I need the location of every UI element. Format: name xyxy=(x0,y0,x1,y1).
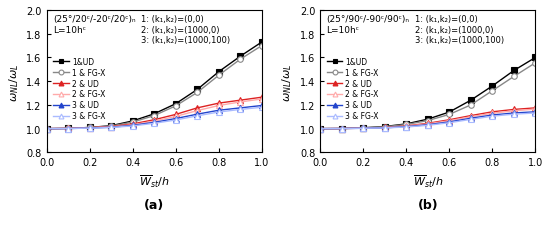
1&UD xyxy=(425,118,431,121)
2 & FG-X xyxy=(151,120,157,123)
1 & FG-X xyxy=(237,59,244,61)
3 & FG-X xyxy=(489,115,496,118)
2 & FG-X xyxy=(382,127,388,129)
3 & FG-X xyxy=(86,127,93,130)
Text: (b): (b) xyxy=(417,198,438,211)
3 & FG-X xyxy=(510,113,517,116)
1 & FG-X xyxy=(258,45,265,48)
1 & FG-X xyxy=(403,124,410,126)
2 & FG-X xyxy=(360,127,366,130)
2 & FG-X xyxy=(258,98,265,101)
3 & UD xyxy=(194,113,201,116)
Line: 2 & UD: 2 & UD xyxy=(44,95,265,132)
Text: 1: (k₁,k₂)=(0,0)
2: (k₁,k₂)=(1000,0)
3: (k₁,k₂)=(1000,100): 1: (k₁,k₂)=(0,0) 2: (k₁,k₂)=(1000,0) 3: … xyxy=(415,15,504,45)
2 & UD xyxy=(510,109,517,111)
Line: 2 & UD: 2 & UD xyxy=(317,106,538,132)
1&UD xyxy=(446,111,453,114)
Line: 3 & FG-X: 3 & FG-X xyxy=(44,105,265,132)
3 & FG-X xyxy=(382,127,388,130)
2 & FG-X xyxy=(532,108,539,111)
3 & UD xyxy=(403,126,410,128)
Line: 2 & FG-X: 2 & FG-X xyxy=(317,107,538,132)
3 & UD xyxy=(216,109,222,112)
2 & UD xyxy=(172,114,179,116)
3 & UD xyxy=(468,117,474,120)
3 & UD xyxy=(425,124,431,127)
2 & UD xyxy=(194,107,201,110)
1&UD xyxy=(403,123,410,126)
3 & UD xyxy=(108,126,114,129)
Legend: 1&UD, 1 & FG-X, 2 & UD, 2 & FG-X, 3 & UD, 3 & FG-X: 1&UD, 1 & FG-X, 2 & UD, 2 & FG-X, 3 & UD… xyxy=(51,55,108,124)
2 & FG-X xyxy=(86,127,93,130)
3 & UD xyxy=(510,112,517,115)
1 & FG-X xyxy=(65,128,72,130)
1 & FG-X xyxy=(446,114,453,116)
3 & UD xyxy=(151,121,157,124)
3 & FG-X xyxy=(446,122,453,125)
1 & FG-X xyxy=(194,92,201,94)
3 & FG-X xyxy=(65,128,72,130)
1&UD xyxy=(216,71,222,74)
2 & FG-X xyxy=(194,110,201,112)
1&UD xyxy=(532,57,539,60)
3 & FG-X xyxy=(108,127,114,129)
1&UD xyxy=(86,127,93,129)
1 & FG-X xyxy=(151,115,157,117)
1 & FG-X xyxy=(43,128,50,131)
3 & UD xyxy=(129,124,136,127)
2 & UD xyxy=(489,111,496,114)
3 & FG-X xyxy=(532,112,539,115)
Legend: 1&UD, 1 & FG-X, 2 & UD, 2 & FG-X, 3 & UD, 3 & FG-X: 1&UD, 1 & FG-X, 2 & UD, 2 & FG-X, 3 & UD… xyxy=(324,55,382,124)
Y-axis label: $\omega_{NL}/\omega_L$: $\omega_{NL}/\omega_L$ xyxy=(280,63,294,101)
3 & UD xyxy=(172,118,179,120)
1&UD xyxy=(65,128,72,130)
1&UD xyxy=(237,56,244,58)
1 & FG-X xyxy=(510,76,517,79)
3 & UD xyxy=(43,128,50,131)
3 & UD xyxy=(317,128,323,131)
1 & FG-X xyxy=(108,125,114,128)
3 & FG-X xyxy=(237,109,244,111)
1&UD xyxy=(43,128,50,131)
Text: (a): (a) xyxy=(144,198,164,211)
1&UD xyxy=(360,127,366,130)
3 & UD xyxy=(65,128,72,130)
3 & FG-X xyxy=(403,126,410,129)
2 & FG-X xyxy=(65,128,72,130)
2 & UD xyxy=(317,128,323,131)
1&UD xyxy=(108,125,114,128)
2 & UD xyxy=(258,96,265,99)
1&UD xyxy=(194,89,201,91)
3 & UD xyxy=(489,114,496,117)
1&UD xyxy=(468,99,474,102)
2 & FG-X xyxy=(338,128,345,130)
1&UD xyxy=(129,120,136,123)
3 & UD xyxy=(86,127,93,130)
3 & UD xyxy=(382,127,388,130)
1 & FG-X xyxy=(338,128,345,130)
2 & FG-X xyxy=(317,128,323,131)
Text: (25°/20ᶜ/-20ᶜ/20ᶜ)ₙ
L=10hᶜ: (25°/20ᶜ/-20ᶜ/20ᶜ)ₙ L=10hᶜ xyxy=(53,15,136,35)
2 & FG-X xyxy=(468,116,474,119)
2 & FG-X xyxy=(216,105,222,107)
1&UD xyxy=(258,41,265,44)
2 & UD xyxy=(532,107,539,110)
Line: 1 & FG-X: 1 & FG-X xyxy=(44,44,265,132)
2 & UD xyxy=(43,128,50,131)
1&UD xyxy=(172,103,179,106)
X-axis label: $\overline{W}_{st}/h$: $\overline{W}_{st}/h$ xyxy=(412,173,443,190)
3 & UD xyxy=(532,111,539,114)
2 & FG-X xyxy=(489,112,496,115)
2 & UD xyxy=(468,115,474,117)
2 & UD xyxy=(151,119,157,122)
2 & UD xyxy=(403,125,410,128)
Line: 1 & FG-X: 1 & FG-X xyxy=(317,61,538,132)
Line: 3 & UD: 3 & UD xyxy=(317,109,538,132)
1&UD xyxy=(151,113,157,116)
Y-axis label: $\omega_{NL}/\omega_L$: $\omega_{NL}/\omega_L$ xyxy=(7,63,21,101)
2 & UD xyxy=(360,127,366,130)
2 & FG-X xyxy=(237,101,244,104)
3 & UD xyxy=(360,127,366,130)
3 & FG-X xyxy=(317,128,323,131)
Text: (25°/90ᶜ/-90ᶜ/90ᶜ)ₙ
L=10hᶜ: (25°/90ᶜ/-90ᶜ/90ᶜ)ₙ L=10hᶜ xyxy=(327,15,410,35)
